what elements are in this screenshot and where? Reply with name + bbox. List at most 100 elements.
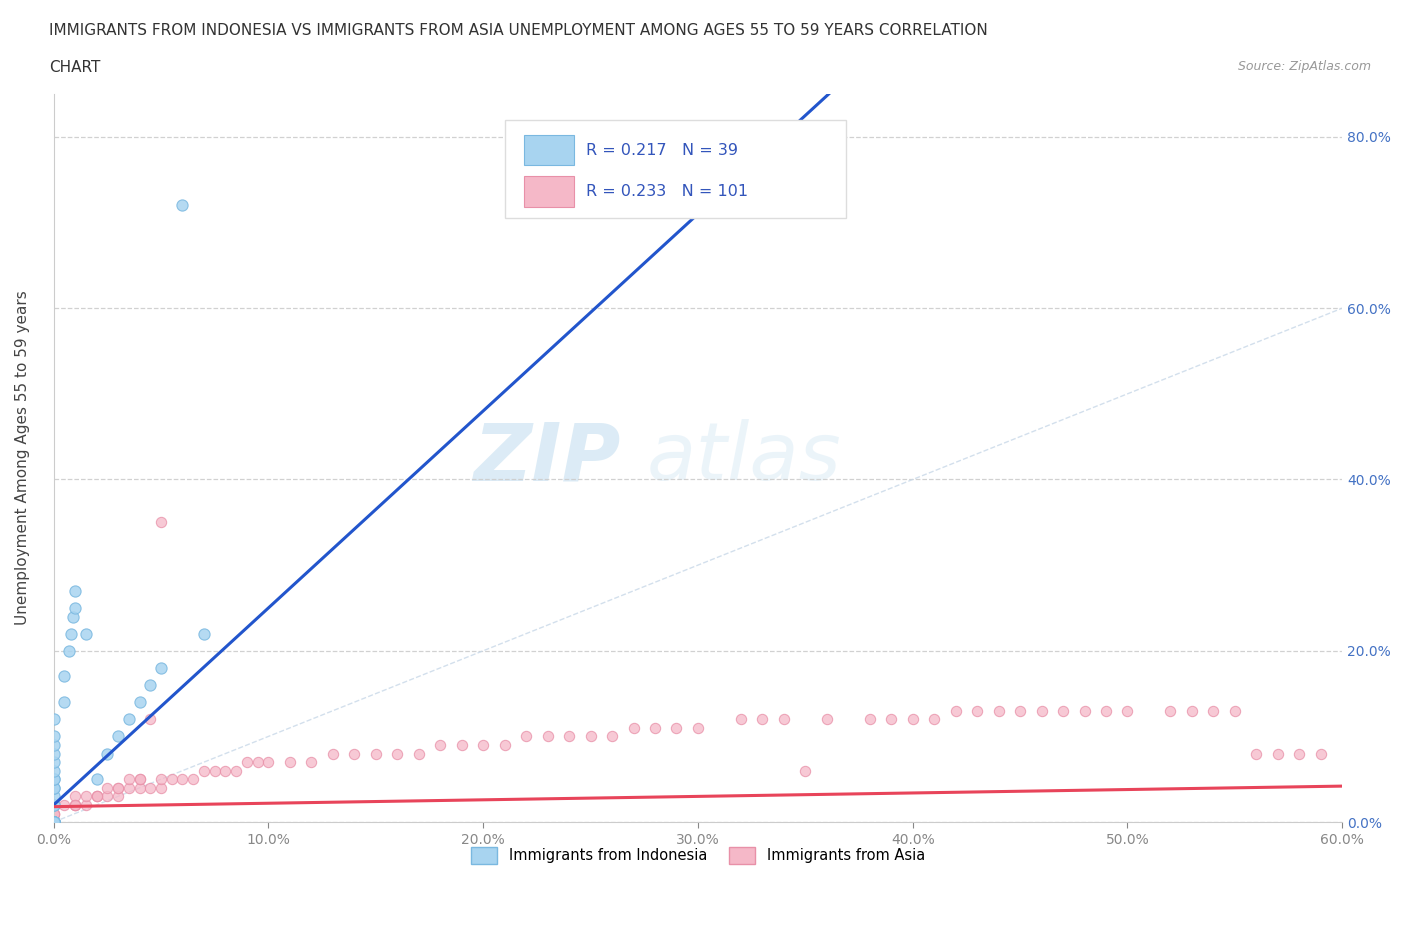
Point [63,583,86,598]
Point [1073,703,1095,718]
Point [42,815,65,830]
Point [42,772,65,787]
Point [987,703,1010,718]
Point [1181,703,1204,718]
Point [42,815,65,830]
Point [880,711,903,726]
Point [42,815,65,830]
Point [42,815,65,830]
Point [42,815,65,830]
Point [966,703,988,718]
Point [75,789,97,804]
Point [150,780,173,795]
Text: CHART: CHART [49,60,101,75]
Point [859,711,882,726]
Point [62,609,84,624]
Point [42,798,65,813]
Point [42,815,65,830]
Point [42,806,65,821]
Point [42,754,65,769]
Point [922,711,945,726]
Point [901,711,924,726]
Point [75,626,97,641]
Point [63,798,86,813]
Point [128,772,150,787]
Point [42,815,65,830]
Point [42,815,65,830]
Point [42,789,65,804]
Point [42,815,65,830]
Point [63,601,86,616]
Point [75,798,97,813]
Point [1223,703,1246,718]
Point [1267,746,1289,761]
Point [42,815,65,830]
Point [86,772,108,787]
Point [225,764,247,778]
Point [172,772,194,787]
Text: IMMIGRANTS FROM INDONESIA VS IMMIGRANTS FROM ASIA UNEMPLOYMENT AMONG AGES 55 TO : IMMIGRANTS FROM INDONESIA VS IMMIGRANTS … [49,23,988,38]
Point [86,789,108,804]
Point [42,815,65,830]
Point [86,789,108,804]
Point [494,737,516,752]
Point [42,772,65,787]
Point [42,780,65,795]
Point [139,780,162,795]
Point [42,815,65,830]
Point [42,815,65,830]
Point [42,806,65,821]
Point [58,644,80,658]
Point [204,764,226,778]
Point [59,626,82,641]
Point [408,746,430,761]
Point [1052,703,1074,718]
Point [42,815,65,830]
Point [118,711,141,726]
Point [107,729,129,744]
Point [42,815,65,830]
Point [1010,703,1032,718]
Point [665,721,688,736]
Point [139,711,162,726]
Point [42,798,65,813]
Point [686,721,709,736]
Point [42,815,65,830]
Point [42,798,65,813]
Point [429,737,451,752]
Point [515,729,537,744]
Point [536,729,558,744]
Point [63,798,86,813]
Point [172,198,194,213]
Point [644,721,666,736]
Point [181,772,204,787]
Legend: Immigrants from Indonesia, Immigrants from Asia: Immigrants from Indonesia, Immigrants fr… [465,841,931,870]
Point [42,815,65,830]
Point [1246,746,1268,761]
Point [63,798,86,813]
Point [96,780,118,795]
FancyBboxPatch shape [505,120,846,218]
Point [53,695,76,710]
Point [42,711,65,726]
Point [42,815,65,830]
Point [53,669,76,684]
Point [42,746,65,761]
Point [86,789,108,804]
Point [150,515,173,530]
Point [42,798,65,813]
Point [1031,703,1053,718]
Point [299,754,322,769]
Text: R = 0.217   N = 39: R = 0.217 N = 39 [586,142,738,157]
Text: R = 0.233   N = 101: R = 0.233 N = 101 [586,184,748,199]
Point [42,806,65,821]
Point [193,764,215,778]
Point [364,746,387,761]
Point [42,764,65,778]
Point [42,737,65,752]
Point [107,780,129,795]
Point [128,772,150,787]
FancyBboxPatch shape [524,135,574,166]
Point [42,815,65,830]
Point [107,780,129,795]
